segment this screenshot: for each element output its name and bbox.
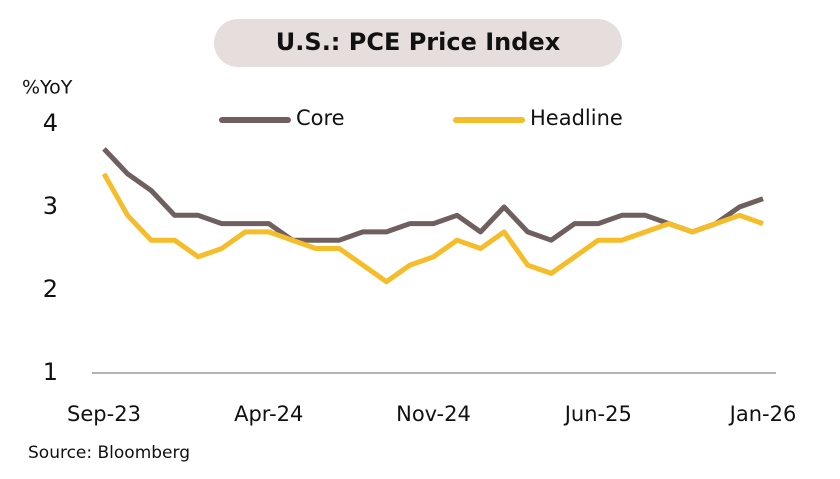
y-tick-label: 1 <box>43 358 58 386</box>
x-tick-label: Nov-24 <box>396 402 471 426</box>
series-line <box>102 147 764 243</box>
x-tick-label: Jun-25 <box>563 402 632 426</box>
series-line <box>101 172 764 285</box>
title-pill <box>214 19 622 67</box>
legend-label: Headline <box>530 106 623 130</box>
chart-title: U.S.: PCE Price Index <box>276 28 561 56</box>
y-tick-label: 4 <box>43 109 58 137</box>
y-tick-label: 3 <box>43 192 58 220</box>
x-tick-label: Apr-24 <box>234 402 303 426</box>
x-tick-label: Sep-23 <box>67 402 141 426</box>
legend-label: Core <box>296 106 345 130</box>
y-tick-label: 2 <box>43 275 58 303</box>
source: Source: Bloomberg <box>28 443 190 463</box>
x-tick-label: Jan-26 <box>728 402 797 426</box>
y-axis-label: %YoY <box>22 77 73 99</box>
